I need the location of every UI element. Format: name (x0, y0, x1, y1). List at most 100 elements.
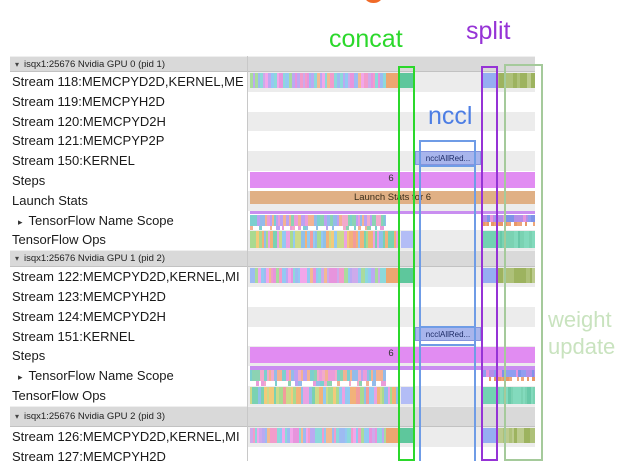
stripe (383, 73, 386, 88)
stripe (354, 73, 358, 88)
stripe (319, 370, 322, 382)
split-op-bar[interactable] (481, 427, 496, 443)
stripe (534, 370, 535, 378)
stripe (485, 221, 487, 226)
stripe (267, 427, 270, 443)
kernel-activity-stripes (250, 427, 386, 443)
nccl-allreduce-bar[interactable]: ncclAllRed... (415, 151, 481, 166)
stripe (518, 370, 521, 378)
stripe (301, 214, 305, 226)
stripe (268, 230, 270, 248)
stripe (327, 381, 329, 388)
split-op-bar[interactable] (481, 268, 496, 284)
stripe (324, 381, 327, 388)
stripe (332, 225, 334, 232)
stripe (372, 214, 376, 226)
stripe (269, 370, 271, 382)
row-label[interactable]: ▸ TensorFlow Name Scope (18, 212, 174, 228)
section-header-gpu0[interactable]: ▾ isqx1:25676 Nvidia GPU 0 (pid 1) (10, 56, 535, 72)
row-label[interactable]: ▸ TensorFlow Name Scope (18, 368, 174, 384)
stripe (282, 230, 286, 248)
stripe (329, 381, 332, 388)
concat-op-bar[interactable] (400, 268, 414, 284)
tf-ops-lavender-bar[interactable] (401, 386, 415, 404)
stripe (381, 381, 385, 388)
stripe (491, 221, 494, 226)
pre-concat-op-bar[interactable] (386, 268, 399, 284)
stripe (305, 370, 307, 382)
stripe (315, 427, 319, 443)
stripe (259, 225, 262, 232)
pre-concat-op-bar[interactable] (386, 427, 399, 443)
stripe (352, 268, 355, 284)
stripe (372, 427, 375, 443)
stripe (352, 370, 356, 382)
tf-ops-teal-bar[interactable] (481, 386, 497, 404)
stripe (396, 230, 399, 248)
stripe (261, 386, 264, 404)
stripe (315, 230, 317, 248)
timeline-cell (248, 72, 535, 92)
stripe (267, 214, 270, 226)
table-row: ▸ TensorFlow Name Scope (0, 366, 622, 388)
pre-concat-op-bar[interactable] (386, 73, 399, 88)
stripe (310, 230, 313, 248)
stripe (350, 370, 352, 382)
stripe (384, 268, 386, 284)
stripe (285, 73, 289, 88)
stripe (392, 386, 394, 404)
stripe (319, 427, 322, 443)
launch-stats-bar[interactable]: Launch Stats for 6 (250, 190, 535, 205)
concat-op-bar[interactable] (400, 427, 414, 443)
stripe (357, 381, 359, 388)
stripe (313, 381, 316, 388)
stripe (515, 73, 517, 88)
stripe (334, 268, 337, 284)
section-header-gpu2[interactable]: ▾ isqx1:25676 Nvidia GPU 2 (pid 3) (10, 405, 535, 427)
stripe (329, 427, 332, 443)
stripe (518, 230, 520, 248)
stripe (361, 370, 363, 382)
stripe (286, 268, 288, 284)
stripe (490, 214, 493, 222)
stripe (356, 214, 358, 226)
stripe (295, 230, 298, 248)
stripe (337, 230, 340, 248)
stripe (303, 386, 306, 404)
stripe (365, 268, 368, 284)
expand-icon[interactable]: ▸ (18, 372, 23, 383)
stripe (506, 268, 509, 284)
stripe (369, 427, 372, 443)
stripe (331, 386, 333, 404)
split-op-bar[interactable] (481, 73, 496, 88)
stripe (486, 370, 489, 378)
stripe (360, 230, 362, 248)
stripe (337, 73, 340, 88)
stripe (326, 386, 328, 404)
stripe (525, 221, 527, 226)
stripe (527, 386, 529, 404)
stripe (314, 73, 317, 88)
concat-op-bar[interactable] (400, 73, 414, 88)
collapse-icon[interactable]: ▾ (15, 411, 20, 421)
row-label: Steps (12, 348, 46, 364)
stripe (347, 230, 349, 248)
stripe (358, 427, 361, 443)
section-header-gpu1[interactable]: ▾ isqx1:25676 Nvidia GPU 1 (pid 2) (10, 250, 535, 268)
stripe (254, 230, 256, 248)
name-scope-band[interactable] (250, 210, 535, 215)
stripe (378, 73, 380, 88)
steps-bar[interactable] (250, 346, 535, 364)
stripe (292, 73, 295, 88)
tf-ops-teal-bar[interactable] (481, 230, 497, 248)
steps-bar[interactable] (250, 171, 535, 188)
stripe (334, 427, 336, 443)
tf-ops-lavender-bar[interactable] (401, 230, 415, 248)
collapse-icon[interactable]: ▾ (15, 59, 20, 69)
collapse-icon[interactable]: ▾ (15, 254, 20, 264)
expand-icon[interactable]: ▸ (18, 216, 23, 227)
name-scope-band[interactable] (250, 366, 535, 370)
stripe (311, 73, 314, 88)
table-row: Stream 123:MEMCPYH2D (0, 287, 622, 307)
stripe (324, 268, 327, 284)
